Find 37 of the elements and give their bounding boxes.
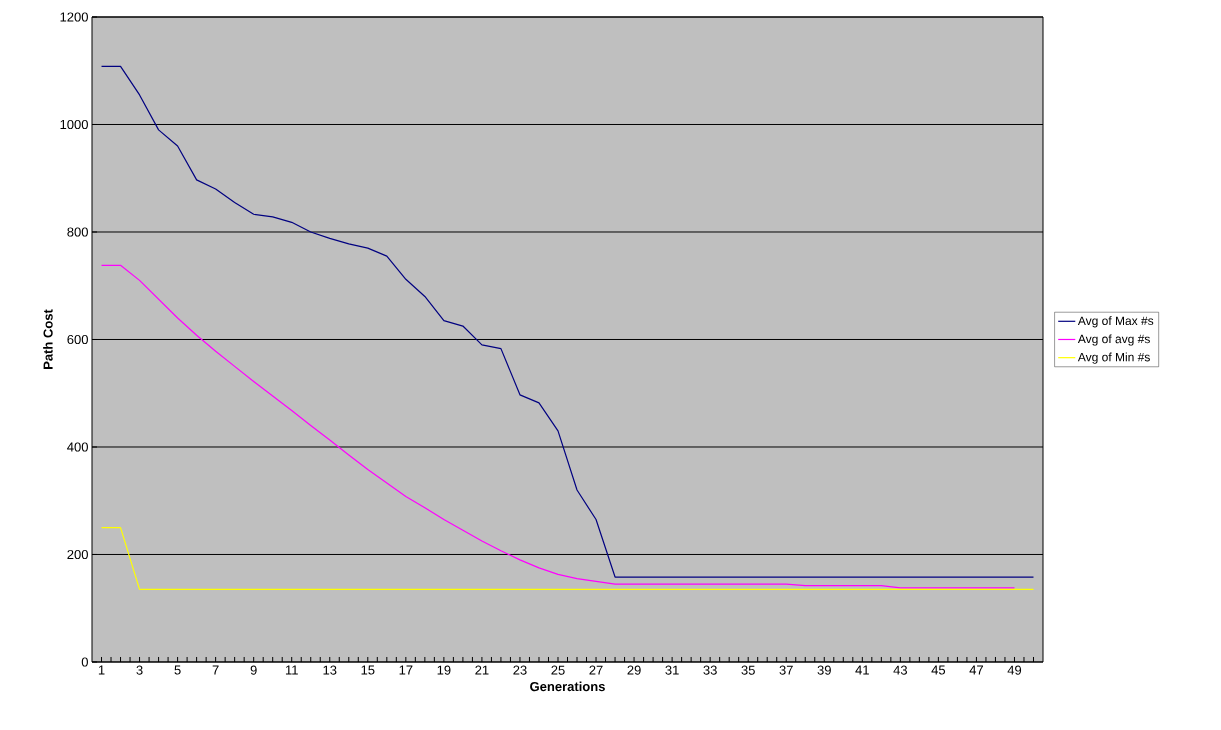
x-tick-label: 11 xyxy=(285,665,298,675)
x-tick-label: 21 xyxy=(475,665,489,675)
legend-label: Avg of avg #s xyxy=(1077,334,1150,346)
x-tick-label: 5 xyxy=(174,665,181,675)
x-tick-label: 3 xyxy=(136,665,143,675)
x-tick-label: 23 xyxy=(513,665,527,675)
y-tick-label: 600 xyxy=(67,334,88,345)
x-tick-label: 41 xyxy=(855,665,869,675)
x-axis-title: Generations xyxy=(530,681,605,692)
y-tick-label: 800 xyxy=(67,227,88,237)
y-axis-title: Path Cost xyxy=(43,309,53,369)
x-tick-label: 7 xyxy=(212,665,219,675)
x-tick-label: 33 xyxy=(703,665,717,675)
x-tick-label: 1 xyxy=(98,665,105,675)
x-tick-label: 43 xyxy=(893,665,908,675)
x-tick-label: 19 xyxy=(437,665,451,675)
x-tick-label: 31 xyxy=(665,665,679,675)
x-tick-label: 47 xyxy=(969,665,983,675)
y-tick-label: 0 xyxy=(81,657,88,667)
y-tick-label: 400 xyxy=(67,442,88,452)
y-tick-label: 200 xyxy=(67,549,88,560)
x-tick-label: 49 xyxy=(1007,665,1022,675)
x-tick-label: 37 xyxy=(779,665,793,675)
x-tick-label: 35 xyxy=(741,665,755,675)
x-tick-label: 9 xyxy=(250,665,257,675)
legend-label: Avg of Max #s xyxy=(1077,316,1154,328)
x-tick-label: 13 xyxy=(323,665,337,675)
y-tick-label: 1200 xyxy=(60,12,88,22)
y-tick-label: 1000 xyxy=(60,119,88,130)
x-tick-label: 27 xyxy=(589,665,603,675)
x-tick-label: 25 xyxy=(551,665,565,675)
x-tick-label: 17 xyxy=(399,665,413,675)
x-tick-label: 29 xyxy=(627,665,641,675)
legend-label: Avg of Min #s xyxy=(1077,352,1150,364)
x-tick-label: 15 xyxy=(361,665,375,675)
x-tick-label: 45 xyxy=(931,665,946,675)
x-tick-label: 39 xyxy=(817,665,831,675)
